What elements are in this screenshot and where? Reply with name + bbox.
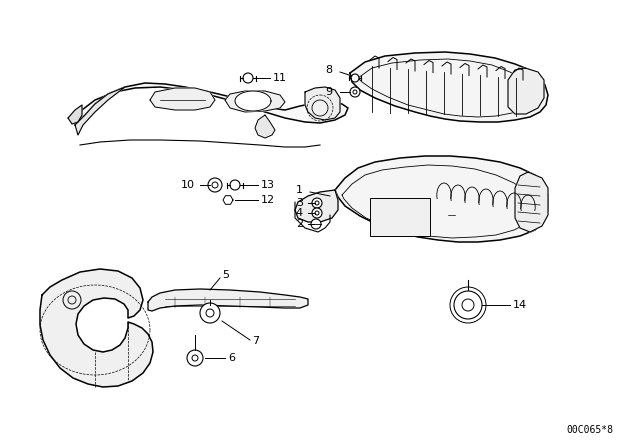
Circle shape <box>212 182 218 188</box>
Polygon shape <box>148 289 308 311</box>
Text: 10: 10 <box>181 180 195 190</box>
Polygon shape <box>75 83 348 125</box>
Circle shape <box>350 87 360 97</box>
Text: 12: 12 <box>261 195 275 205</box>
Polygon shape <box>295 190 338 222</box>
Circle shape <box>462 299 474 311</box>
Circle shape <box>311 219 321 229</box>
Polygon shape <box>350 52 548 122</box>
Circle shape <box>192 355 198 361</box>
Polygon shape <box>225 91 285 112</box>
Circle shape <box>353 90 357 94</box>
Circle shape <box>312 198 322 208</box>
Circle shape <box>312 208 322 218</box>
Polygon shape <box>255 115 275 138</box>
Circle shape <box>187 350 203 366</box>
Polygon shape <box>150 88 215 110</box>
Text: 00C065*8: 00C065*8 <box>566 425 614 435</box>
Circle shape <box>351 74 359 82</box>
Circle shape <box>243 73 253 83</box>
Text: 6: 6 <box>228 353 235 363</box>
Text: 7: 7 <box>252 336 259 346</box>
Text: 1: 1 <box>296 185 303 195</box>
Polygon shape <box>75 87 125 135</box>
Text: 9: 9 <box>325 87 332 97</box>
Circle shape <box>315 211 319 215</box>
Circle shape <box>454 291 482 319</box>
Text: 11: 11 <box>273 73 287 83</box>
Circle shape <box>206 309 214 317</box>
Text: 14: 14 <box>513 300 527 310</box>
Circle shape <box>230 180 240 190</box>
Polygon shape <box>305 87 340 120</box>
Bar <box>370 198 430 236</box>
Polygon shape <box>235 91 271 111</box>
Polygon shape <box>335 156 548 242</box>
Text: 2: 2 <box>296 219 303 229</box>
Text: 3: 3 <box>296 198 303 208</box>
Circle shape <box>63 291 81 309</box>
Text: 8: 8 <box>325 65 332 75</box>
Circle shape <box>312 100 328 116</box>
Polygon shape <box>68 105 82 124</box>
Circle shape <box>208 178 222 192</box>
Circle shape <box>315 201 319 205</box>
Polygon shape <box>40 269 153 387</box>
Circle shape <box>200 303 220 323</box>
Polygon shape <box>223 196 233 204</box>
Polygon shape <box>515 172 548 232</box>
Text: 13: 13 <box>261 180 275 190</box>
Polygon shape <box>508 68 544 114</box>
Text: 4: 4 <box>296 208 303 218</box>
Text: 5: 5 <box>222 270 229 280</box>
